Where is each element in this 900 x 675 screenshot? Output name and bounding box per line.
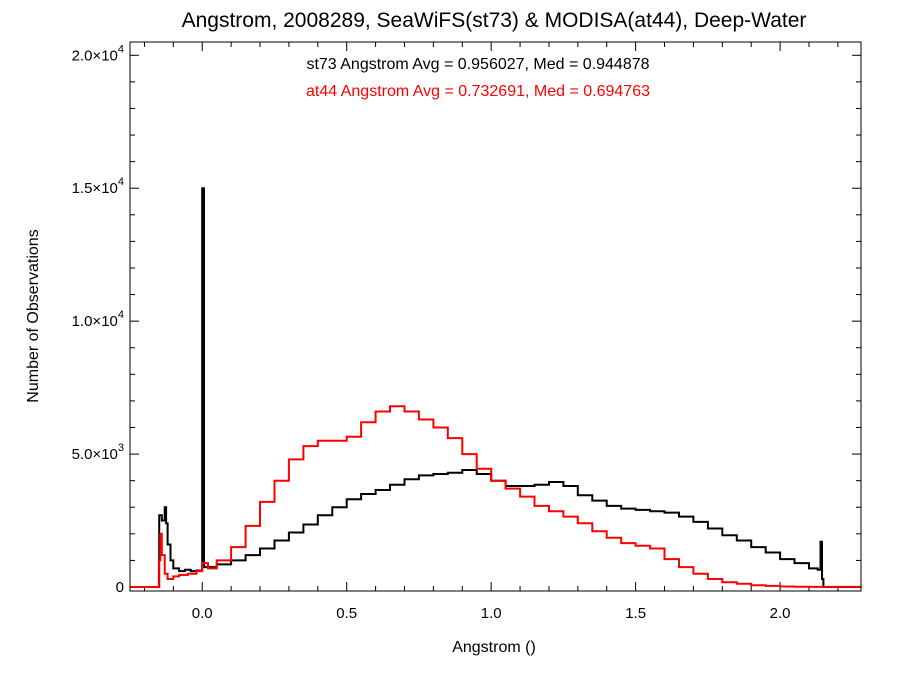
plot-frame — [129, 41, 862, 592]
x-axis-label: Angstrom () — [452, 639, 536, 656]
x-tick-label: 0.5 — [336, 605, 357, 622]
y-tick-label: 2.0×104 — [72, 43, 124, 64]
x-tick-label: 1.0 — [481, 605, 502, 622]
series-st73-histogram — [158, 187, 861, 588]
x-tick-label: 1.5 — [625, 605, 646, 622]
y-tick-label: 0 — [116, 579, 124, 596]
chart-title: Angstrom, 2008289, SeaWiFS(st73) & MODIS… — [182, 9, 807, 32]
y-axis-label: Number of Observations — [25, 229, 42, 402]
y-tick-label: 5.0×103 — [72, 442, 124, 463]
y-tick-label: 1.0×104 — [72, 309, 124, 330]
series-at44-histogram — [130, 405, 862, 588]
series-layer — [130, 187, 862, 588]
annotation-st73-stats: st73 Angstrom Avg = 0.956027, Med = 0.94… — [306, 56, 649, 73]
x-tick-label: 0.0 — [192, 605, 213, 622]
x-tick-label: 2.0 — [770, 605, 791, 622]
y-tick-label: 1.5×104 — [72, 176, 124, 197]
axes-group: 0.0 0.5 1.0 1.5 2.0 0 5.0×103 1.0×104 1.5×104 2.0… — [72, 42, 861, 622]
annotation-at44-stats: at44 Angstrom Avg = 0.732691, Med = 0.69… — [306, 83, 650, 100]
